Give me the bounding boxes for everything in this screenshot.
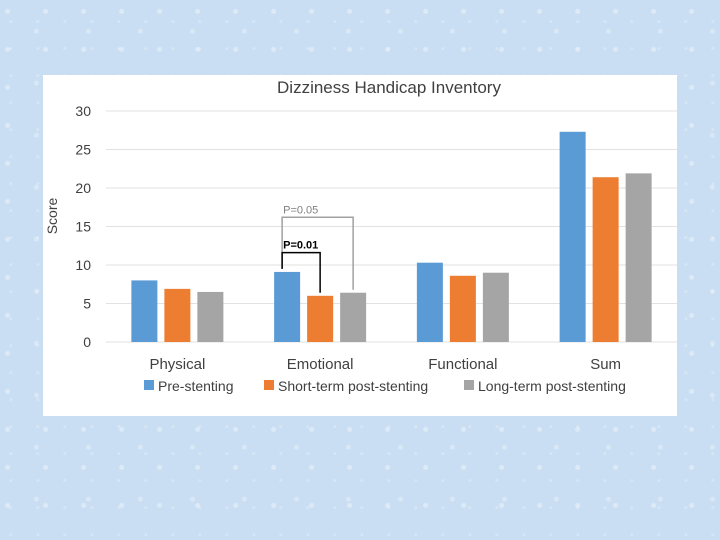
significance-bracket-2: [281, 251, 321, 293]
y-tick-label: 10: [75, 257, 91, 273]
x-tick-label: Emotional: [287, 356, 354, 373]
significance-bracket-1: [281, 216, 354, 290]
p-value-label: P=0.01: [283, 240, 318, 252]
bar-physical-3: [197, 291, 224, 342]
bar-sum-3: [625, 173, 652, 342]
bar-emotional-3: [340, 292, 367, 342]
chart-panel: Dizziness Handicap Inventory Score 0 5 10 1…: [43, 75, 677, 416]
bar-sum-1: [559, 131, 586, 342]
bar-functional-3: [482, 272, 509, 342]
gridlines: [106, 110, 677, 343]
bar-functional-1: [416, 262, 443, 342]
x-tick-label: Sum: [590, 356, 621, 373]
legend-label: Long-term post-stenting: [478, 378, 626, 394]
bar-chart: Dizziness Handicap Inventory Score 0 5 10 1…: [44, 78, 677, 394]
x-tick-labels: Physical Emotional Functional Sum: [149, 356, 621, 373]
bars: [131, 131, 652, 342]
x-tick-label: Physical: [149, 356, 205, 373]
y-tick-label: 5: [83, 296, 91, 312]
chart-title: Dizziness Handicap Inventory: [277, 78, 501, 97]
bar-emotional-1: [274, 271, 301, 342]
bar-sum-2: [592, 177, 619, 342]
legend: Pre-stenting Short-term post-stenting Long…: [144, 378, 626, 394]
legend-label: Pre-stenting: [158, 378, 233, 394]
y-tick-label: 30: [75, 103, 91, 119]
bar-emotional-2: [307, 295, 334, 342]
p-value-label: P=0.05: [283, 204, 318, 216]
y-tick-labels: 0 5 10 15 20 25 30: [75, 103, 91, 350]
y-tick-label: 0: [83, 334, 91, 350]
x-tick-label: Functional: [428, 356, 497, 373]
y-axis-label: Score: [44, 198, 60, 235]
bar-physical-2: [164, 288, 191, 342]
legend-swatch-2: [264, 380, 274, 390]
annotations: P=0.05 P=0.01: [281, 204, 354, 293]
bar-functional-2: [449, 275, 476, 342]
y-tick-label: 15: [75, 219, 91, 235]
legend-swatch-1: [144, 380, 154, 390]
legend-label: Short-term post-stenting: [278, 378, 428, 394]
y-tick-label: 20: [75, 180, 91, 196]
legend-swatch-3: [464, 380, 474, 390]
bar-physical-1: [131, 280, 158, 342]
y-tick-label: 25: [75, 142, 91, 158]
